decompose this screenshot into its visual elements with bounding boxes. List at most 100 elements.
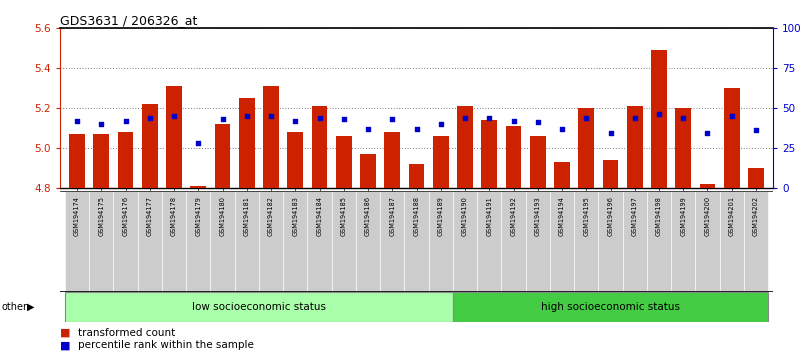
Bar [239,98,255,188]
Bar [409,164,425,188]
Point [337,116,350,122]
Bar [312,106,328,188]
Text: GSM194196: GSM194196 [607,196,614,236]
Bar [748,168,764,188]
Bar [162,191,186,292]
Bar [114,191,138,292]
Bar [332,191,356,292]
Bar [191,185,206,188]
Bar [671,191,695,292]
Bar [505,126,521,188]
Point [410,126,423,132]
Text: GSM194180: GSM194180 [219,196,226,236]
Point [628,115,641,120]
Text: GSM194177: GSM194177 [147,196,153,236]
Text: GSM194192: GSM194192 [510,196,517,236]
Text: transformed count: transformed count [78,328,175,338]
Point [95,121,107,127]
Text: GSM194191: GSM194191 [486,196,493,236]
Point [459,115,472,120]
Point [507,118,520,124]
Bar [264,86,279,188]
Text: GSM194185: GSM194185 [340,196,347,236]
Bar [69,134,85,188]
Bar [166,86,182,188]
Bar [453,191,477,292]
Bar [719,191,744,292]
Bar [308,191,332,292]
Text: low socioeconomic status: low socioeconomic status [192,302,326,312]
Bar [602,160,618,188]
Bar [453,292,768,322]
Bar [457,106,473,188]
Text: GSM194202: GSM194202 [753,196,759,236]
Text: GSM194200: GSM194200 [705,196,710,236]
Bar [384,132,400,188]
Text: GSM194179: GSM194179 [195,196,201,236]
Point [119,118,132,124]
Text: GSM194198: GSM194198 [656,196,662,236]
Point [143,115,156,120]
Bar [235,191,259,292]
Point [70,118,83,124]
Text: GSM194190: GSM194190 [462,196,468,236]
Text: ■: ■ [60,340,70,350]
Bar [215,124,231,188]
Bar [647,191,671,292]
Point [604,131,617,136]
Bar [699,184,715,188]
Bar [336,136,352,188]
Bar [360,154,376,188]
Text: GSM194181: GSM194181 [244,196,250,236]
Text: GSM194194: GSM194194 [559,196,565,236]
Bar [65,292,453,322]
Bar [598,191,622,292]
Text: high socioeconomic status: high socioeconomic status [541,302,680,312]
Text: GSM194176: GSM194176 [123,196,128,236]
Bar [433,136,449,188]
Text: ■: ■ [60,328,70,338]
Bar [211,191,235,292]
Bar [89,191,114,292]
Bar [481,120,497,188]
Text: percentile rank within the sample: percentile rank within the sample [78,340,254,350]
Bar [477,191,501,292]
Text: GSM194201: GSM194201 [729,196,735,236]
Text: GSM194184: GSM194184 [316,196,323,236]
Point [677,115,690,120]
Bar [142,104,158,188]
Text: GSM194178: GSM194178 [171,196,177,236]
Point [434,121,447,127]
Point [192,140,205,146]
Text: GSM194186: GSM194186 [365,196,371,236]
Bar [695,191,719,292]
Bar [405,191,429,292]
Bar [578,108,594,188]
Point [289,118,302,124]
Bar [549,191,574,292]
Bar [94,134,109,188]
Bar [525,191,549,292]
Bar [530,136,545,188]
Text: other: other [2,302,27,312]
Point [580,115,593,120]
Bar [574,191,598,292]
Bar [622,191,647,292]
Point [240,113,253,119]
Text: ▶: ▶ [27,302,34,312]
Bar [138,191,162,292]
Bar [429,191,453,292]
Point [361,126,374,132]
Text: GSM194195: GSM194195 [583,196,590,236]
Text: GSM194189: GSM194189 [438,196,444,236]
Bar [65,191,89,292]
Text: GDS3631 / 206326_at: GDS3631 / 206326_at [60,14,198,27]
Bar [284,191,308,292]
Point [386,116,399,122]
Point [750,127,763,133]
Point [726,113,739,119]
Bar [501,191,525,292]
Bar [627,106,642,188]
Text: GSM194174: GSM194174 [74,196,80,236]
Bar [118,132,134,188]
